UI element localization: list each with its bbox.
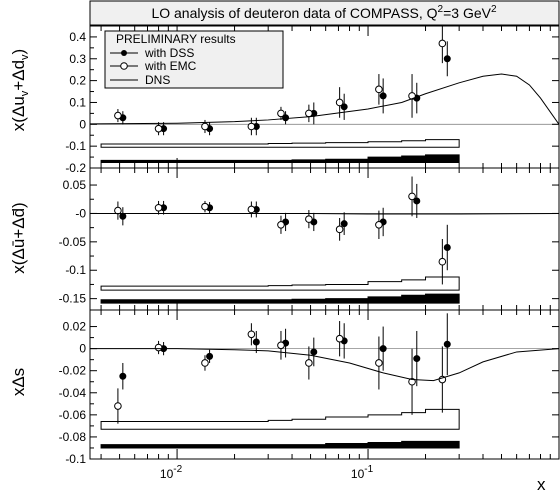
emc-point [375, 359, 383, 367]
y-tick-label: 0.3 [69, 52, 86, 66]
emc-point [154, 203, 163, 212]
emc-point [335, 334, 344, 343]
panel-frame [89, 309, 560, 460]
systematic-band-open [100, 139, 460, 148]
panel-frame [89, 167, 560, 311]
x-tick-label: 10-1 [351, 464, 374, 481]
y-tick-label: 0 [79, 117, 86, 131]
legend-box [104, 30, 284, 89]
y-axis-label-strange: xΔs [9, 368, 28, 396]
x-tick-label: 10-2 [160, 464, 183, 481]
emc-point [438, 257, 447, 266]
dss-point [119, 372, 127, 380]
y-tick-label: -0.08 [59, 430, 87, 444]
dns-curve [90, 73, 559, 125]
title-box [89, 0, 560, 26]
dns-curve [90, 348, 559, 382]
legend: PRELIMINARY results with DSS with EMC DN… [104, 30, 284, 89]
emc-point [375, 85, 383, 94]
x-tick-labels: 10-2 10-1 [160, 464, 374, 481]
emc-point [375, 221, 383, 229]
y-tick-label: -0.1 [65, 139, 86, 153]
emc-point [247, 205, 256, 214]
emc-point [408, 192, 416, 201]
y-tick-label: -0.05 [59, 235, 87, 249]
y-tick-label: -0.02 [59, 364, 87, 378]
emc-point [114, 402, 122, 410]
legend-dss-marker [121, 50, 127, 56]
y-tick-label: 0.05 [63, 178, 87, 192]
y-tick-label: -0.2 [65, 161, 86, 175]
emc-point [154, 124, 163, 133]
emc-point [114, 111, 122, 120]
dns-curve [90, 212, 559, 215]
dss-point [340, 220, 348, 228]
emc-point [335, 98, 344, 107]
emc-point [277, 221, 285, 229]
legend-emc-label: with EMC [144, 59, 197, 73]
dss-point [443, 244, 451, 252]
y-tick-label: -0 [75, 206, 86, 220]
emc-point [305, 359, 313, 367]
dss-point [379, 345, 387, 353]
emc-point [201, 122, 209, 131]
emc-point [201, 359, 209, 367]
series-group [90, 26, 559, 136]
dss-point [310, 348, 318, 356]
emc-point [305, 215, 313, 223]
legend-header: PRELIMINARY results [116, 32, 236, 46]
emc-point [201, 202, 209, 211]
systematic-band-open [100, 276, 460, 291]
systematic-band-filled [100, 154, 460, 164]
y-tick-label: 0.4 [69, 30, 86, 44]
systematic-band-filled [100, 293, 460, 304]
y-axis-label-valence: x(Δuv+Δdv) [9, 49, 31, 131]
y-tick-label: 0.02 [63, 320, 87, 334]
y-tick-label: -0.1 [65, 452, 86, 466]
dss-point [413, 355, 421, 363]
emc-point [277, 109, 285, 118]
dss-point [252, 338, 260, 346]
series-group [90, 313, 559, 424]
chart-title: LO analysis of deuteron data of COMPASS,… [151, 4, 497, 21]
emc-point [305, 109, 313, 118]
y-tick-label: -0.15 [59, 292, 87, 306]
panel-sea: -0.15 -0.1 -0.05 -0 0.05 [59, 167, 560, 311]
legend-emc-marker [120, 62, 128, 70]
y-tick-label: 0.2 [69, 74, 86, 88]
emc-point [114, 206, 122, 215]
emc-point [438, 39, 447, 48]
emc-point [335, 225, 344, 234]
legend-dss-label: with DSS [144, 46, 194, 60]
dss-point [443, 55, 451, 63]
emc-point [277, 341, 285, 350]
y-axis-label-sea: x(Δū+Δd̄) [9, 202, 28, 273]
dss-point [413, 197, 421, 205]
y-tick-label: -0.04 [59, 386, 87, 400]
legend-dns-label: DNS [145, 73, 170, 87]
dss-point [379, 92, 387, 100]
dss-point [282, 114, 290, 122]
dss-point [119, 212, 127, 220]
y-tick-label: 0.1 [69, 95, 86, 109]
panel-strange: -0.1 -0.08 -0.06 -0.04 -0.02 0 0.02 [59, 309, 560, 466]
emc-point [247, 122, 256, 131]
x-axis-label: x [537, 475, 546, 494]
dss-point [206, 352, 214, 360]
systematic-band-open [100, 408, 460, 430]
systematic-band-filled [100, 440, 460, 449]
dss-point [340, 103, 348, 111]
panel-valence: -0.2 -0.1 0 0.1 0.2 0.3 0.4 [65, 25, 560, 175]
emc-point [154, 343, 163, 352]
y-tick-label: 0 [79, 342, 86, 356]
series-group [90, 176, 559, 285]
dss-point [443, 340, 451, 348]
emc-point [247, 330, 256, 339]
y-tick-label: -0.06 [59, 408, 87, 422]
y-tick-label: -0.1 [65, 263, 86, 277]
